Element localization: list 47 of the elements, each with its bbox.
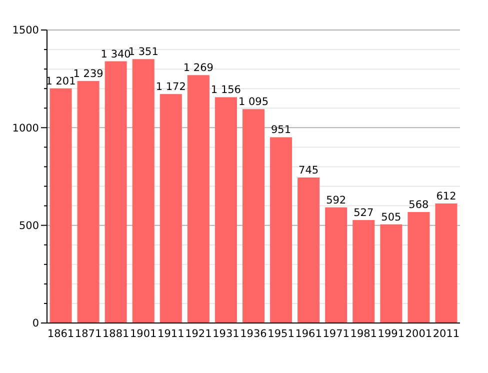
bar: [380, 224, 402, 323]
data-label: 1 156: [210, 84, 242, 96]
x-tick-label: 2001: [405, 328, 432, 340]
bar: [77, 80, 100, 323]
x-tick-label: 1991: [378, 328, 405, 340]
data-label: 568: [408, 199, 429, 212]
x-tick-label: 2011: [432, 328, 460, 340]
x-tick-label: 1936: [240, 328, 268, 340]
data-label: 505: [381, 211, 402, 224]
y-tick-label: 1500: [12, 24, 39, 37]
bar: [160, 94, 182, 323]
data-label: 1 172: [156, 81, 186, 94]
bar: [298, 177, 320, 323]
bar: [325, 207, 348, 323]
x-tick-label: 1961: [295, 328, 322, 340]
bar: [214, 97, 237, 323]
data-label: 745: [298, 164, 319, 176]
x-tick-label: 1871: [74, 328, 102, 340]
data-label: 527: [354, 207, 374, 220]
x-tick-label: 1921: [185, 328, 212, 340]
bar: [50, 88, 72, 323]
data-label: 612: [436, 190, 456, 202]
data-label: 1 239: [73, 68, 104, 80]
bar: [408, 212, 430, 323]
bar: [435, 203, 458, 323]
bar: [270, 137, 292, 323]
x-tick-label: 1981: [350, 328, 377, 340]
x-tick-label: 1861: [47, 328, 74, 340]
x-tick-label: 1951: [268, 328, 294, 340]
y-tick-label: 0: [32, 318, 39, 330]
data-label: 1 340: [100, 48, 131, 60]
data-label: 951: [271, 124, 292, 136]
x-tick-label: 1901: [130, 328, 157, 340]
x-tick-label: 1971: [322, 328, 350, 340]
y-tick-label: 500: [18, 220, 39, 232]
x-tick-label: 1931: [212, 328, 240, 340]
data-label: 592: [326, 194, 346, 206]
data-label: 1 269: [183, 62, 214, 74]
bar: [242, 109, 265, 323]
x-tick-label: 1881: [102, 328, 130, 340]
x-tick-label: 1911: [158, 328, 184, 340]
bar: [104, 61, 127, 323]
y-tick-label: 1000: [12, 122, 39, 134]
bar: [187, 75, 210, 323]
data-label: 1 095: [238, 96, 269, 108]
bar: [352, 220, 375, 323]
bar: [132, 59, 154, 323]
